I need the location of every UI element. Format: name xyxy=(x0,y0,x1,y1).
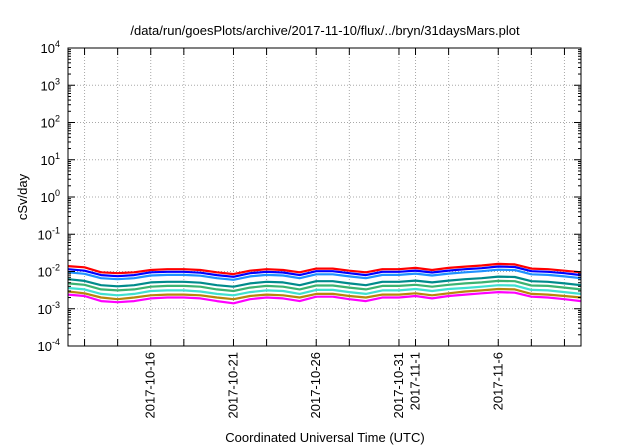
y-tick-label: 10-4 xyxy=(38,337,60,354)
y-tick-label: 10-3 xyxy=(38,300,60,317)
series-line-7 xyxy=(67,287,582,301)
y-tick-label: 103 xyxy=(41,76,60,93)
plot-frame xyxy=(67,47,582,347)
y-tick-label: 10-2 xyxy=(38,263,60,280)
y-axis-label: cSv/day xyxy=(15,173,30,220)
chart-title: /data/run/goesPlots/archive/2017-11-10/f… xyxy=(130,23,520,38)
y-tick-label: 10-1 xyxy=(38,225,60,242)
x-tick-label: 2017-10-21 xyxy=(225,352,240,419)
x-axis-ticks: 2017-10-16 2017-10-21 2017-10-26 2017-10-31… xyxy=(84,48,565,419)
x-tick-label: 2017-10-16 xyxy=(143,352,158,419)
series-line-4 xyxy=(67,275,582,288)
y-tick-label: 100 xyxy=(41,188,60,205)
y-tick-label: 102 xyxy=(41,114,60,131)
x-tick-label: 2017-10-31 xyxy=(391,352,406,419)
series-line-8 xyxy=(67,291,582,305)
x-tick-label: 2017-10-26 xyxy=(308,352,323,419)
y-tick-label: 101 xyxy=(41,151,60,168)
x-axis-label: Coordinated Universal Time (UTC) xyxy=(225,430,424,445)
y-tick-label: 104 xyxy=(41,39,60,56)
grid-lines xyxy=(68,48,581,346)
series-line-1 xyxy=(67,262,582,276)
series-line-5 xyxy=(67,279,582,293)
series-line-3 xyxy=(67,268,582,281)
series-layer xyxy=(67,262,582,305)
series-line-2 xyxy=(67,265,582,278)
x-tick-label: 2017-11-6 xyxy=(490,352,505,410)
series-line-6 xyxy=(67,284,582,297)
x-tick-label: 2017-11-1 xyxy=(408,352,423,410)
